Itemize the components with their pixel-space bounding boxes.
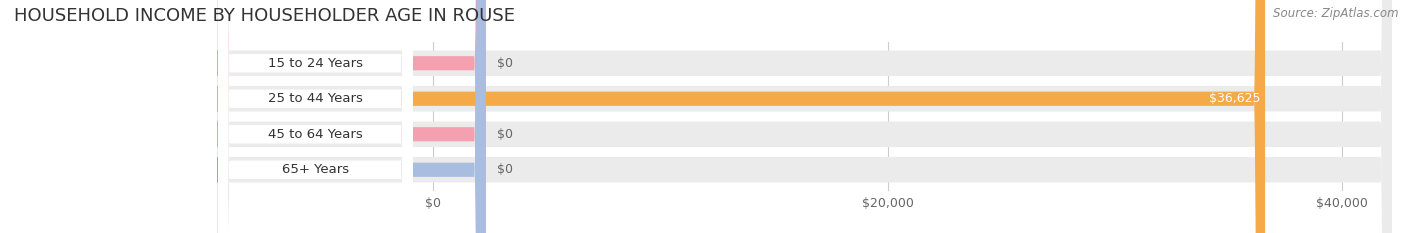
Text: $0: $0 [498, 128, 513, 141]
FancyBboxPatch shape [218, 0, 485, 233]
FancyBboxPatch shape [218, 0, 485, 233]
FancyBboxPatch shape [218, 0, 1392, 233]
Text: $36,625: $36,625 [1209, 92, 1260, 105]
Text: $0: $0 [498, 57, 513, 70]
Text: 25 to 44 Years: 25 to 44 Years [269, 92, 363, 105]
FancyBboxPatch shape [218, 0, 1392, 233]
FancyBboxPatch shape [218, 0, 1392, 233]
FancyBboxPatch shape [218, 0, 413, 233]
FancyBboxPatch shape [218, 0, 413, 233]
FancyBboxPatch shape [218, 0, 413, 233]
FancyBboxPatch shape [218, 0, 485, 233]
Text: 65+ Years: 65+ Years [281, 163, 349, 176]
Text: $0: $0 [498, 163, 513, 176]
FancyBboxPatch shape [218, 0, 1392, 233]
FancyBboxPatch shape [218, 0, 413, 233]
Text: 45 to 64 Years: 45 to 64 Years [269, 128, 363, 141]
Text: Source: ZipAtlas.com: Source: ZipAtlas.com [1274, 7, 1399, 20]
Text: HOUSEHOLD INCOME BY HOUSEHOLDER AGE IN ROUSE: HOUSEHOLD INCOME BY HOUSEHOLDER AGE IN R… [14, 7, 515, 25]
FancyBboxPatch shape [218, 0, 1265, 233]
Text: 15 to 24 Years: 15 to 24 Years [269, 57, 363, 70]
